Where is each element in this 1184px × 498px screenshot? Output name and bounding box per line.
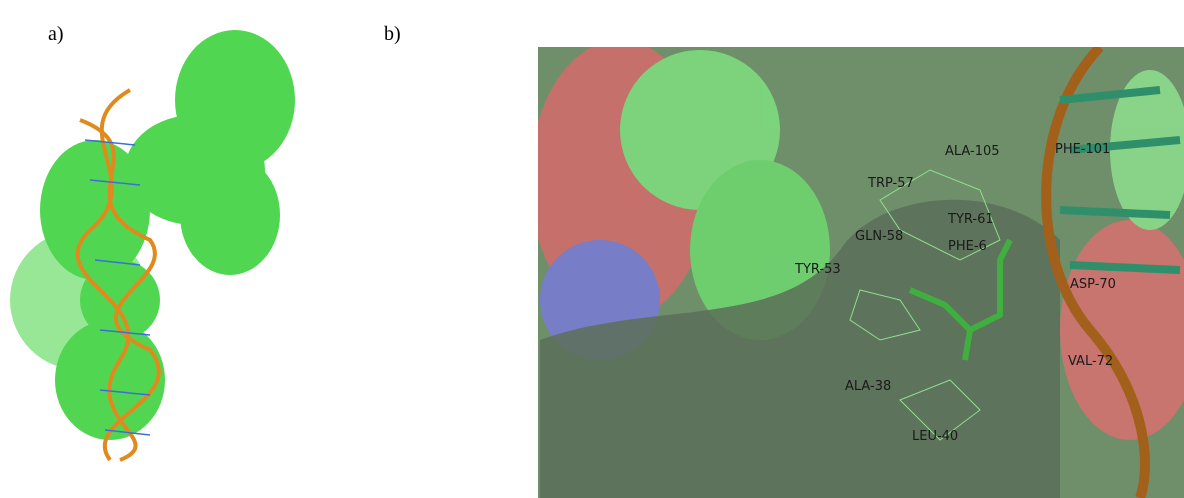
residue-label: PHE-101 (1055, 142, 1110, 157)
residue-label: ALA-38 (845, 379, 891, 394)
residue-label: ALA-105 (945, 144, 1000, 159)
figure: a) b) (0, 0, 1184, 498)
residue-label: TYR-53 (794, 262, 841, 277)
protein-dna-cartoon (10, 30, 295, 460)
residue-label: VAL-72 (1068, 354, 1113, 369)
binding-site-view: ALA-105 PHE-101 TRP-57 TYR-61 GLN-58 PHE… (530, 40, 1184, 498)
panel-label: a) (48, 23, 64, 45)
residue-label: TRP-57 (867, 176, 914, 191)
residue-label: TYR-61 (947, 212, 994, 227)
residue-label: PHE-6 (948, 239, 987, 254)
residue-label: GLN-58 (855, 229, 903, 244)
panel-label: b) (384, 23, 401, 45)
residue-label: LEU-40 (912, 429, 958, 444)
residue-label: ASP-70 (1070, 277, 1116, 292)
